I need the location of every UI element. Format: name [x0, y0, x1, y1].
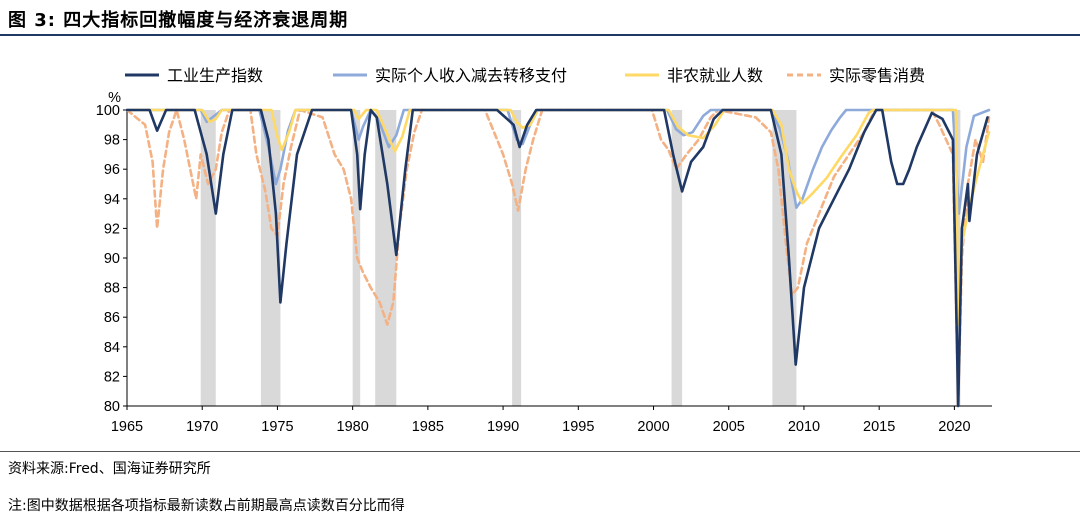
- legend-label-3: 实际零售消费: [829, 66, 925, 85]
- y-tick-label-90: 90: [104, 251, 120, 267]
- y-tick-label-98: 98: [104, 133, 120, 149]
- x-tick-label-2000: 2000: [637, 419, 669, 435]
- line-chart: 80 82 84 86 88 90 92 94 96 98 100% 1965 1970 1975 1980…: [96, 66, 992, 435]
- y-tick-label-92: 92: [104, 221, 120, 237]
- legend-label-1: 实际个人收入减去转移支付: [375, 66, 567, 85]
- y-tick-label-86: 86: [104, 310, 120, 326]
- x-tick-label-1985: 1985: [412, 419, 444, 435]
- figure-note: 注:图中数据根据各项指标最新读数占前期最高点读数百分比而得: [8, 498, 405, 514]
- y-tick-label-84: 84: [104, 340, 120, 356]
- x-tick-label-2015: 2015: [863, 419, 895, 435]
- y-tick-label-80: 80: [104, 399, 120, 415]
- footer-divider: [0, 451, 1080, 452]
- chart-legend: 工业生产指数 实际个人收入减去转移支付 非农就业人数 实际零售消费: [125, 66, 925, 85]
- recession-band-3: [375, 110, 397, 406]
- recession-bands: [200, 110, 961, 406]
- chart-series: [125, 108, 991, 408]
- x-tick-label-2010: 2010: [788, 419, 820, 435]
- y-tick-label-82: 82: [104, 369, 120, 385]
- x-tick-label-2005: 2005: [713, 419, 745, 435]
- x-tick-label-1970: 1970: [186, 419, 218, 435]
- y-tick-label-94: 94: [104, 192, 120, 208]
- legend-label-2: 非农就业人数: [667, 66, 763, 85]
- recession-band-4: [512, 110, 522, 406]
- x-tick-label-1975: 1975: [261, 419, 293, 435]
- series-line-1: [125, 108, 991, 215]
- x-tick-label-1995: 1995: [562, 419, 594, 435]
- y-tick-label-96: 96: [104, 162, 120, 178]
- recession-band-5: [671, 110, 683, 406]
- chart-axes: 80 82 84 86 88 90 92 94 96 98 100% 1965 1970 1975 1980…: [96, 90, 992, 435]
- series-line-3: [125, 108, 991, 408]
- legend-label-0: 工业生产指数: [167, 66, 263, 85]
- x-tick-label-1990: 1990: [487, 419, 519, 435]
- x-tick-label-1980: 1980: [337, 419, 369, 435]
- figure-title: 图 3: 四大指标回撤幅度与经济衰退周期: [8, 10, 349, 31]
- y-tick-label-100: 100: [96, 103, 120, 119]
- recession-band-0: [200, 110, 216, 406]
- figure-source: 资料来源:Fred、国海证券研究所: [8, 461, 211, 477]
- figure-header: 图 3: 四大指标回撤幅度与经济衰退周期: [0, 0, 1080, 36]
- series-line-0: [125, 108, 989, 408]
- y-tick-label-88: 88: [104, 281, 120, 297]
- x-tick-label-2020: 2020: [938, 419, 970, 435]
- title-divider: [0, 34, 1080, 36]
- y-unit-label: %: [108, 90, 121, 106]
- x-tick-label-1965: 1965: [111, 419, 143, 435]
